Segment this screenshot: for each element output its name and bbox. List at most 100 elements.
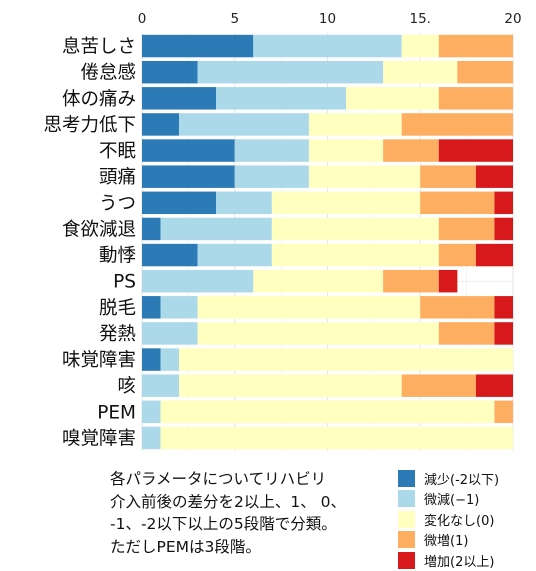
bar-segment: [420, 191, 495, 215]
bar-segment: [438, 217, 495, 241]
x-tick-label: 5: [230, 11, 239, 27]
bar-segment: [494, 296, 513, 319]
x-tick-label: 15.: [410, 11, 431, 27]
bar-segment: [438, 243, 476, 267]
bar-segment: [142, 139, 235, 162]
bar-segment: [160, 400, 495, 424]
category-label: 咳: [117, 376, 136, 397]
category-label: PS: [113, 272, 136, 293]
category-label: 味覚障害: [62, 350, 136, 371]
category-label: 不眠: [99, 141, 136, 162]
bar-segment: [160, 348, 180, 371]
legend-label: 微減(−1): [424, 493, 480, 509]
category-label: 倦怠感: [80, 63, 136, 84]
bar-segment: [142, 322, 198, 345]
bar-segment: [401, 113, 513, 136]
legend-swatch: [398, 551, 415, 569]
bars: [142, 34, 514, 450]
bar-segment: [271, 217, 439, 241]
bar-segment: [401, 374, 476, 397]
category-label: 体の痛み: [62, 89, 136, 110]
bar-segment: [160, 296, 198, 319]
bar-segment: [383, 60, 458, 84]
bar-segment: [346, 87, 439, 110]
bar-segment: [308, 165, 421, 188]
category-label: 脱毛: [99, 298, 136, 319]
bar-segment: [234, 139, 309, 162]
bar-segment: [420, 296, 495, 319]
legend-item: 減少(-2以下): [398, 468, 534, 489]
bar-segment: [438, 87, 513, 110]
bar-segment: [383, 139, 439, 162]
bar-segment: [271, 191, 421, 215]
legend-label: 増加(2以上): [424, 554, 495, 570]
bar-segment: [475, 165, 513, 188]
bar-segment: [142, 87, 217, 110]
legend-swatch: [398, 469, 415, 487]
bar-segment: [142, 400, 161, 424]
x-axis-ticks: 0 5 10 15. 20: [138, 11, 522, 27]
bar-segment: [234, 165, 309, 188]
legend: 減少(-2以下) 微減(−1) 変化なし(0) 微増(1) 増加(2以上): [398, 468, 534, 571]
bar-segment: [179, 113, 309, 136]
category-label: 発熱: [99, 324, 136, 345]
bar-segment: [457, 60, 513, 84]
category-label: 思考力低下: [43, 115, 136, 136]
legend-swatch: [398, 510, 415, 528]
legend-item: 微増(1): [398, 530, 534, 551]
bar-segment: [253, 269, 384, 293]
bar-segment: [383, 269, 439, 293]
x-tick-label: 10: [319, 11, 336, 27]
bar-segment: [160, 217, 272, 241]
bar-segment: [475, 243, 513, 267]
category-label: うつ: [99, 193, 136, 214]
bar-segment: [142, 34, 254, 58]
bar-segment: [494, 191, 513, 215]
bar-segment: [142, 269, 254, 293]
bar-segment: [179, 374, 402, 397]
bar-segment: [142, 60, 198, 84]
bar-segment: [438, 34, 513, 58]
bar-segment: [142, 348, 161, 371]
legend-item: 変化なし(0): [398, 509, 534, 530]
bar-segment: [475, 374, 513, 397]
bar-segment: [142, 426, 161, 450]
legend-label: 減少(-2以下): [424, 472, 500, 488]
bar-segment: [142, 374, 180, 397]
legend-label: 変化なし(0): [424, 513, 495, 529]
legend-swatch: [398, 531, 415, 549]
legend-swatch: [398, 490, 415, 508]
legend-item: 微減(−1): [398, 489, 534, 510]
bar-segment: [438, 322, 495, 345]
bar-segment: [216, 191, 272, 215]
category-label: 息苦しさ: [62, 37, 136, 58]
bar-segment: [401, 34, 439, 58]
bar-segment: [197, 60, 384, 84]
category-label: 頭痛: [99, 167, 136, 188]
bar-segment: [494, 322, 513, 345]
legend-label: 微増(1): [424, 534, 469, 550]
bar-segment: [253, 34, 402, 58]
bar-segment: [142, 217, 161, 241]
bar-segment: [494, 400, 513, 424]
category-label: 動悸: [99, 246, 136, 267]
bar-segment: [179, 348, 513, 371]
bar-segment: [271, 243, 439, 267]
bar-segment: [420, 165, 476, 188]
bar-segment: [197, 243, 272, 267]
bar-segment: [438, 139, 513, 162]
bar-segment: [142, 191, 217, 215]
bar-segment: [142, 113, 180, 136]
bar-segment: [160, 426, 514, 450]
bar-segment: [494, 217, 513, 241]
bar-segment: [308, 139, 384, 162]
chart-note: 各パラメータについてリハビリ 介入前後の差分を2以上、1、 0、 -1、-2以下…: [110, 470, 347, 556]
bar-segment: [216, 87, 347, 110]
bar-segment: [142, 165, 235, 188]
x-tick-label: 0: [138, 11, 147, 27]
bar-segment: [438, 269, 458, 293]
bar-segment: [197, 322, 439, 345]
legend-item: 増加(2以上): [398, 550, 534, 571]
bar-segment: [197, 296, 421, 319]
